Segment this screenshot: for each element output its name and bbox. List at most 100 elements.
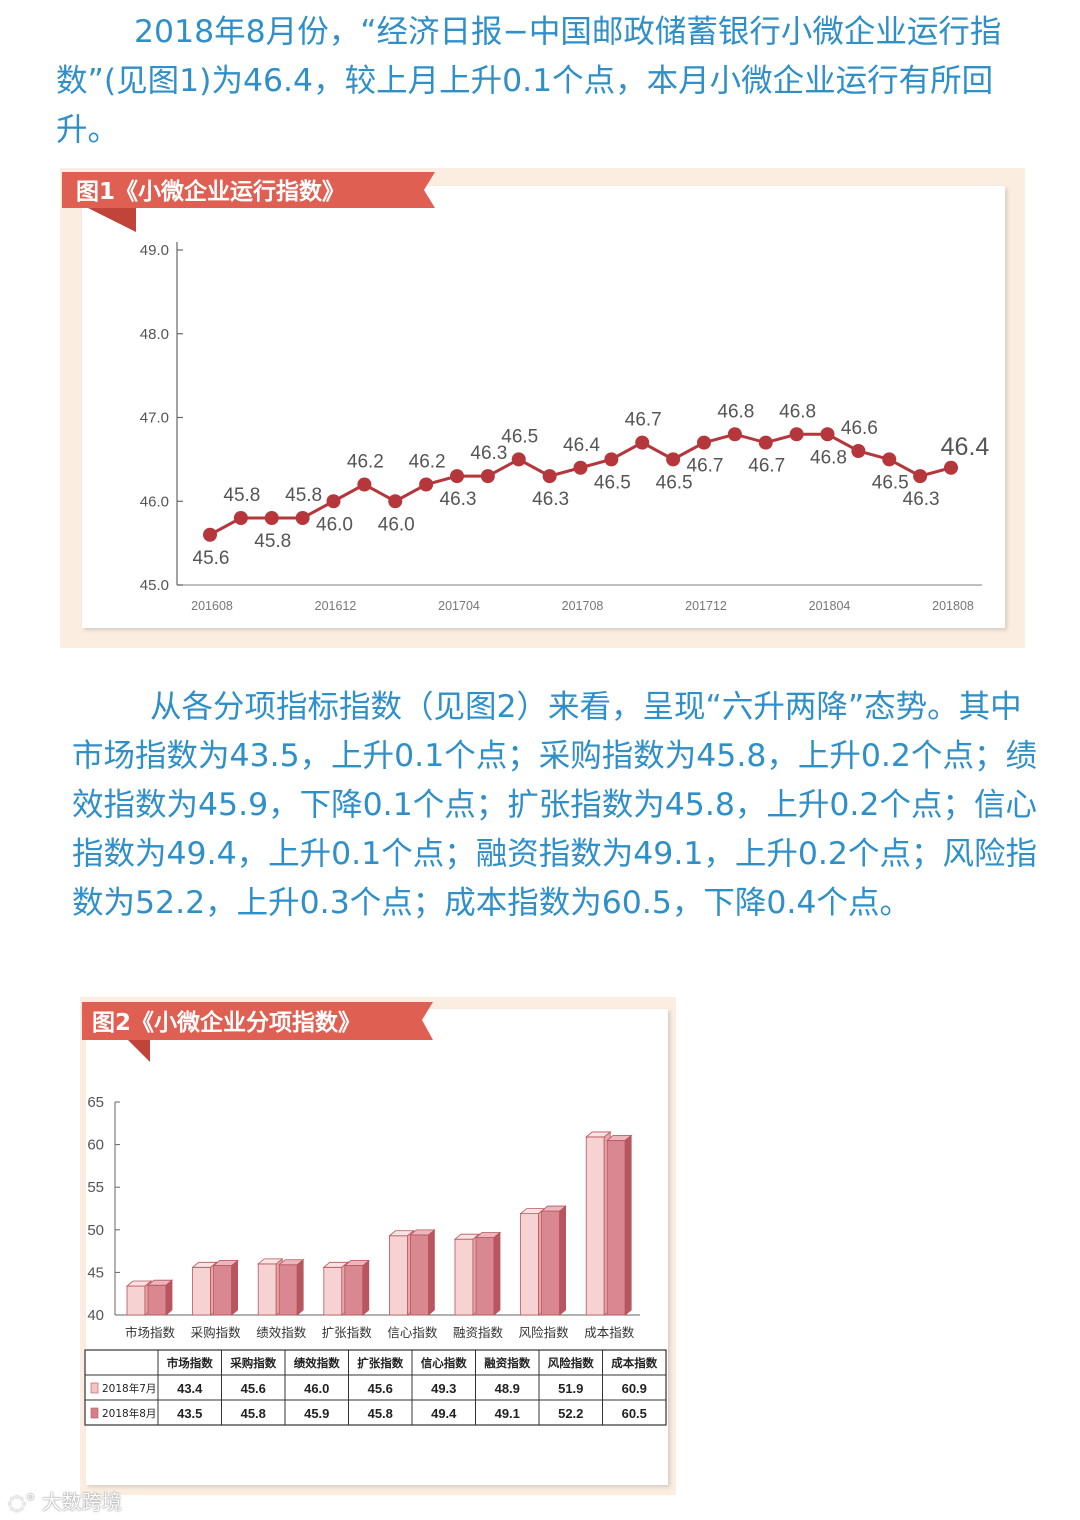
data-point: [635, 435, 650, 450]
detail-text: 从各分项指标指数（见图2）来看，呈现“六升两降”态势。其中市场指数为43.5，上…: [72, 689, 1037, 921]
x-tick-label: 201704: [438, 599, 480, 613]
bar-aug: [409, 1229, 436, 1316]
data-point: [727, 427, 742, 442]
legend-label: 2018年8月: [102, 1407, 156, 1420]
bar-aug: [474, 1231, 502, 1316]
data-point: [542, 469, 557, 484]
data-label: 46.2: [347, 452, 384, 473]
table-border: [84, 1349, 667, 1426]
y-tick-label: 45.0: [140, 577, 169, 594]
legend-swatch: [90, 1407, 99, 1419]
legend-label: 2018年7月: [102, 1382, 156, 1395]
bar-aug: [540, 1205, 567, 1316]
y-tick-label: 45: [87, 1264, 104, 1281]
bar-jul: [125, 1280, 153, 1316]
watermark: ◌° 大数跨境: [8, 1486, 122, 1515]
table-cell: 45.6: [368, 1381, 393, 1396]
data-label: 46.5: [501, 426, 538, 447]
category-label: 融资指数: [453, 1325, 504, 1340]
data-label: 46.3: [470, 443, 507, 464]
y-tick-label: 65: [87, 1094, 104, 1111]
data-label: 46.3: [532, 489, 569, 510]
data-point: [697, 435, 711, 450]
data-label: 45.8: [223, 485, 260, 506]
bar-aug: [606, 1134, 633, 1316]
data-point: [851, 444, 866, 458]
bar-jul: [191, 1261, 218, 1316]
figure1-panel: [82, 186, 1005, 628]
category-label: 绩效指数: [256, 1325, 307, 1340]
table-cell: 52.2: [558, 1406, 583, 1421]
table-cell: 46.0: [304, 1381, 329, 1396]
data-point: [264, 511, 279, 525]
bar-jul: [388, 1229, 415, 1316]
data-point: [944, 460, 958, 475]
bar-aug: [278, 1258, 305, 1316]
intro-text: 2018年8月份，“经济日报−中国邮政储蓄银行小微企业运行指数”(见图1)为46…: [56, 14, 1002, 148]
table-header-cell: 扩张指数: [357, 1356, 403, 1370]
data-label: 46.0: [316, 514, 353, 535]
data-label: 46.0: [378, 514, 415, 535]
x-tick-label: 201804: [809, 599, 851, 613]
data-label: 46.3: [440, 489, 477, 510]
data-point: [233, 511, 248, 525]
table-header-cell: 市场指数: [167, 1356, 213, 1370]
figure1-banner-fold: [88, 208, 136, 232]
data-point: [203, 527, 217, 542]
table-cell: 49.1: [495, 1406, 520, 1421]
category-label: 扩张指数: [322, 1325, 373, 1340]
data-point: [326, 494, 341, 509]
bar-aug: [343, 1259, 370, 1316]
category-label: 信心指数: [387, 1325, 438, 1340]
data-label: 46.7: [625, 410, 662, 431]
bar-jul: [519, 1207, 546, 1316]
y-tick-label: 40: [87, 1307, 104, 1324]
data-label: 46.7: [748, 456, 785, 477]
data-label: 45.8: [285, 485, 322, 506]
category-label: 市场指数: [125, 1325, 176, 1340]
data-label: 46.4: [563, 435, 600, 456]
legend-swatch: [90, 1382, 99, 1394]
data-point: [419, 477, 434, 492]
data-label: 46.5: [872, 472, 909, 493]
table-header-cell: 信心指数: [421, 1356, 467, 1370]
table-cell: 48.9: [495, 1381, 520, 1396]
data-label: 46.5: [594, 472, 631, 493]
bar-aug: [212, 1259, 239, 1316]
data-point: [511, 452, 526, 467]
data-point: [295, 511, 310, 525]
detail-paragraph: 从各分项指标指数（见图2）来看，呈现“六升两降”态势。其中市场指数为43.5，上…: [72, 683, 1047, 928]
table-cell: 45.8: [241, 1406, 266, 1421]
table-cell: 60.9: [622, 1381, 647, 1396]
data-label: 46.6: [841, 418, 878, 439]
data-label: 45.6: [193, 548, 230, 569]
data-label: 46.8: [779, 401, 816, 422]
x-tick-label: 201612: [315, 599, 357, 613]
data-point: [820, 427, 835, 442]
table-cell: 51.9: [558, 1381, 583, 1396]
bar-jul: [453, 1233, 481, 1316]
table-header-cell: 采购指数: [229, 1356, 276, 1370]
table-cell: 49.4: [431, 1406, 457, 1421]
bar-jul: [257, 1258, 284, 1316]
bar-jul: [322, 1261, 349, 1316]
data-label: 46.8: [717, 401, 754, 422]
data-label: 45.8: [254, 531, 291, 552]
data-point: [882, 452, 897, 467]
figure2-title: 图2《小微企业分项指数》: [92, 1009, 361, 1036]
x-tick-label: 201708: [562, 599, 604, 613]
y-tick-label: 50: [87, 1222, 104, 1239]
y-tick-label: 46.0: [140, 493, 169, 510]
data-point: [789, 427, 804, 442]
y-tick-label: 60: [87, 1137, 104, 1154]
data-point: [450, 469, 464, 484]
table-cell: 45.6: [241, 1381, 266, 1396]
table-cell: 49.3: [431, 1381, 456, 1396]
table-header-cell: 绩效指数: [294, 1356, 340, 1370]
data-label: 46.8: [810, 447, 847, 468]
table-cell: 45.9: [304, 1406, 329, 1421]
data-label: 46.3: [903, 489, 940, 510]
figure1-title: 图1《小微企业运行指数》: [76, 178, 345, 205]
figure1-banner: [62, 172, 435, 208]
